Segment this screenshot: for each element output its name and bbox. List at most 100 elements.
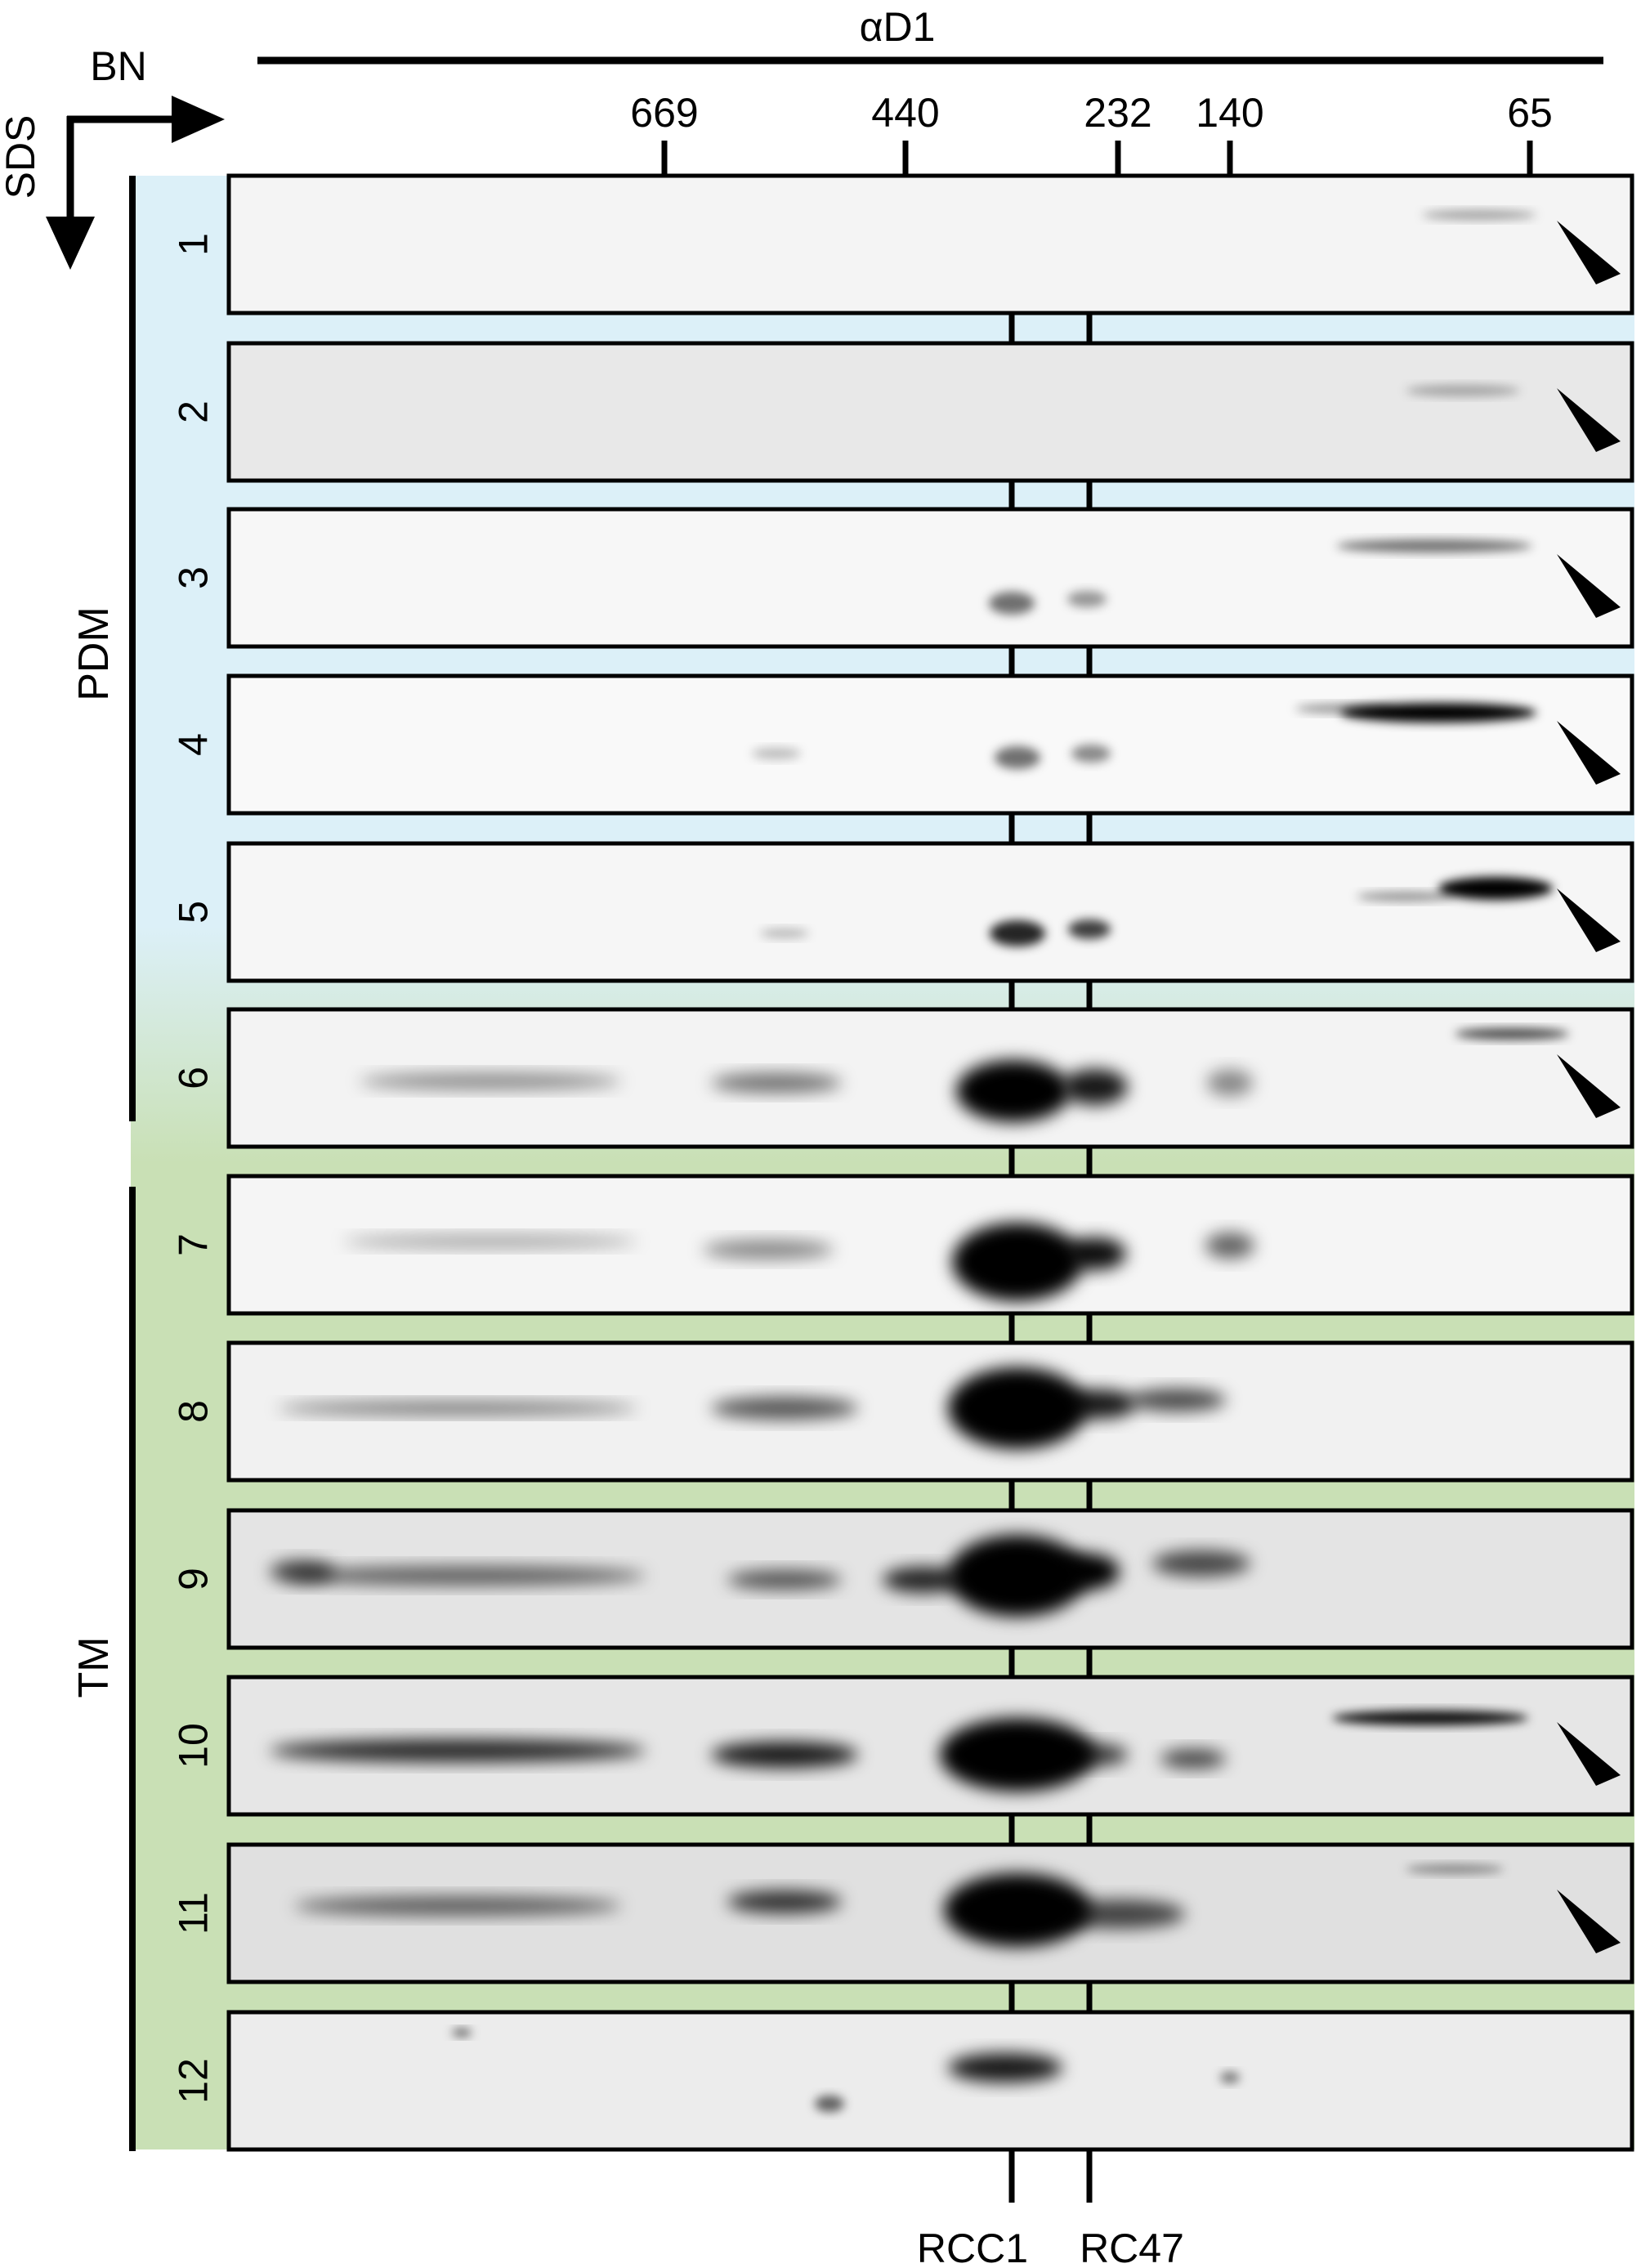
blot-panel-3: 3 — [171, 507, 1634, 649]
blot-panel-frame — [226, 1508, 1634, 1650]
marker-label: 140 — [1196, 90, 1263, 136]
protein-band — [360, 1073, 621, 1089]
protein-band — [1160, 1749, 1226, 1769]
protein-band — [760, 928, 809, 938]
blot-panel-background — [229, 2012, 1632, 2149]
protein-band — [1357, 892, 1455, 901]
lane-number: 7 — [171, 1233, 217, 1256]
protein-band — [1064, 1237, 1126, 1270]
protein-band — [940, 1718, 1095, 1792]
blot-panel-frame — [226, 1007, 1634, 1149]
blot-panel-10: 10 — [171, 1675, 1634, 1817]
complex-label-rcc1: RCC1 — [917, 2226, 1028, 2268]
blot-panel-frame — [226, 673, 1634, 816]
protein-band — [1054, 1899, 1185, 1929]
lane-number: 8 — [171, 1400, 217, 1423]
protein-band — [1062, 1743, 1128, 1766]
lane-number: 6 — [171, 1067, 217, 1089]
blot-panel-frame — [226, 1340, 1634, 1483]
protein-band — [956, 1060, 1071, 1122]
protein-band — [727, 1570, 842, 1590]
complex-label-rc47: RC47 — [1080, 2226, 1184, 2268]
protein-band — [711, 1397, 858, 1420]
group-label: TM — [70, 1636, 118, 1698]
protein-band — [1406, 1864, 1504, 1874]
direction-arrows — [46, 96, 225, 270]
marker-65: 65 — [1507, 90, 1553, 176]
protein-band — [711, 1742, 858, 1768]
protein-band — [1071, 745, 1111, 763]
blot-panel-background — [229, 176, 1632, 313]
protein-band — [270, 1560, 335, 1583]
protein-band — [883, 1567, 964, 1593]
group-pdm: PDM — [70, 176, 136, 1121]
protein-band — [1207, 1070, 1253, 1096]
marker-label: 440 — [871, 90, 939, 136]
protein-band — [1295, 704, 1393, 714]
protein-band — [1438, 877, 1553, 900]
protein-band — [452, 2029, 472, 2037]
down-arrow-icon — [46, 217, 95, 270]
protein-band — [1068, 919, 1111, 939]
lane-number: 3 — [171, 566, 217, 589]
protein-band — [1422, 210, 1536, 220]
marker-label: 65 — [1507, 90, 1553, 136]
lane-number: 2 — [171, 400, 217, 423]
blot-panel-frame — [226, 2010, 1634, 2152]
blot-panel-11: 11 — [171, 1842, 1634, 1984]
protein-band — [948, 2053, 1062, 2082]
marker-140: 140 — [1196, 90, 1264, 176]
blot-panel-9: 9 — [171, 1508, 1634, 1650]
blot-panel-frame — [226, 173, 1634, 315]
group-tm: TM — [70, 1187, 136, 2151]
protein-band — [343, 1235, 637, 1248]
protein-band — [1205, 1232, 1254, 1259]
marker-label: 669 — [630, 90, 698, 136]
blot-panel-frame — [226, 1842, 1634, 1984]
blot-panel-8: 8 — [171, 1340, 1634, 1483]
protein-band — [989, 592, 1035, 615]
arrowhead-icon — [1557, 554, 1621, 618]
lane-number: 9 — [171, 1568, 217, 1590]
marker-440: 440 — [871, 90, 940, 176]
arrowhead-icon — [1557, 388, 1621, 452]
blot-panel-frame — [226, 1675, 1634, 1817]
protein-band — [727, 1890, 842, 1913]
blot-panel-frame — [226, 841, 1634, 983]
protein-band — [952, 1223, 1083, 1301]
protein-band — [703, 1240, 834, 1259]
blot-panel-background — [229, 676, 1632, 813]
arrowhead-icon — [1557, 221, 1621, 284]
blot-panel-4: 4 — [171, 673, 1634, 816]
blot-panel-background — [229, 509, 1632, 646]
marker-label: 232 — [1084, 90, 1151, 136]
protein-band — [1128, 1389, 1226, 1411]
lane-number: 11 — [171, 1892, 217, 1935]
protein-band — [1152, 1550, 1250, 1577]
protein-band — [944, 1873, 1091, 1947]
lane-number: 1 — [171, 233, 217, 256]
arrowhead-icon — [1557, 888, 1621, 952]
antibody-label: αD1 — [860, 4, 936, 50]
arrowhead-icon — [1557, 1054, 1621, 1118]
lane-number: 5 — [171, 901, 217, 924]
protein-band — [948, 1367, 1087, 1449]
group-background — [131, 176, 1634, 2149]
protein-band — [1455, 1028, 1569, 1040]
protein-band — [1220, 2072, 1240, 2083]
arrowhead-icon — [1557, 1722, 1621, 1786]
protein-band — [1336, 539, 1532, 552]
protein-band — [286, 1566, 646, 1586]
marker-232: 232 — [1084, 90, 1152, 176]
lane-number: 12 — [171, 2058, 217, 2104]
protein-band — [711, 1073, 842, 1093]
protein-band — [1062, 1389, 1136, 1419]
protein-band — [1062, 1069, 1128, 1105]
lane-number: 4 — [171, 733, 217, 756]
group-label: PDM — [70, 606, 118, 701]
blot-panel-background — [229, 343, 1632, 481]
lane-number: 10 — [171, 1723, 217, 1769]
protein-band — [990, 920, 1045, 946]
blot-panel-2: 2 — [171, 341, 1634, 483]
